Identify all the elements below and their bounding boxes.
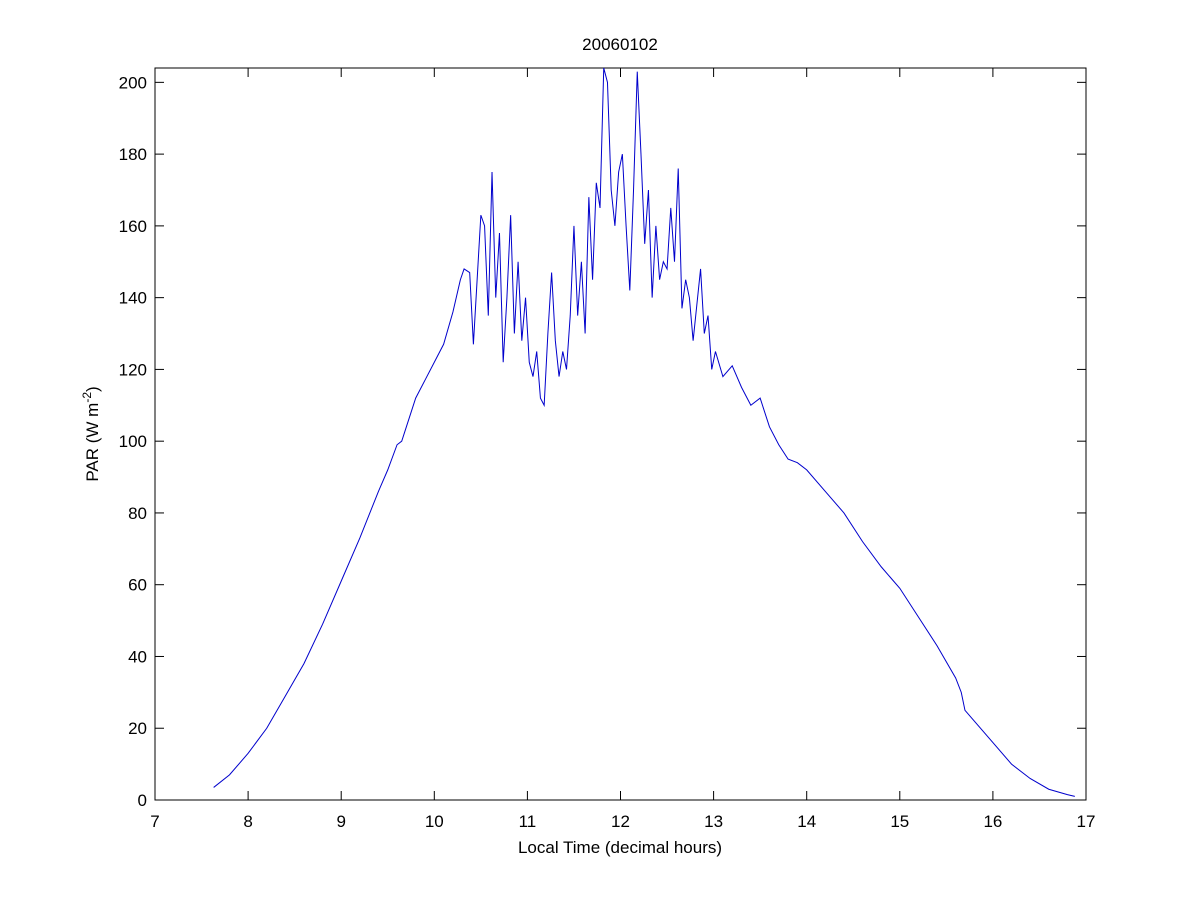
data-line [213, 67, 1075, 797]
y-axis-label-sup: -2 [80, 392, 94, 403]
x-axis-label: Local Time (decimal hours) [518, 838, 722, 857]
x-tick-label: 7 [150, 812, 159, 831]
y-axis-label: PAR (W m-2) [80, 386, 102, 481]
x-tick-label: 8 [243, 812, 252, 831]
plot-frame [154, 67, 1087, 801]
x-tick-label: 13 [704, 812, 723, 831]
y-tick-label: 160 [119, 217, 147, 236]
x-tick-label: 17 [1077, 812, 1096, 831]
x-tick-label: 15 [890, 812, 909, 831]
y-tick-label: 120 [119, 360, 147, 379]
y-tick-label: 0 [138, 791, 147, 810]
y-tick-label: 80 [128, 504, 147, 523]
y-tick-label: 40 [128, 647, 147, 666]
x-tick-label: 12 [611, 812, 630, 831]
chart-title: 20060102 [582, 35, 658, 54]
y-tick-label: 180 [119, 145, 147, 164]
x-tick-label: 14 [797, 812, 816, 831]
x-tick-label: 16 [983, 812, 1002, 831]
x-tick-label: 10 [425, 812, 444, 831]
y-tick-label: 60 [128, 576, 147, 595]
y-axis-label-end: ) [83, 386, 102, 392]
x-tick-label: 9 [336, 812, 345, 831]
y-tick-label: 200 [119, 73, 147, 92]
y-tick-label: 100 [119, 432, 147, 451]
y-tick-label: 140 [119, 289, 147, 308]
y-axis-label-text: PAR (W m [83, 403, 102, 482]
x-tick-label: 11 [519, 812, 537, 831]
y-tick-label: 20 [128, 719, 147, 738]
